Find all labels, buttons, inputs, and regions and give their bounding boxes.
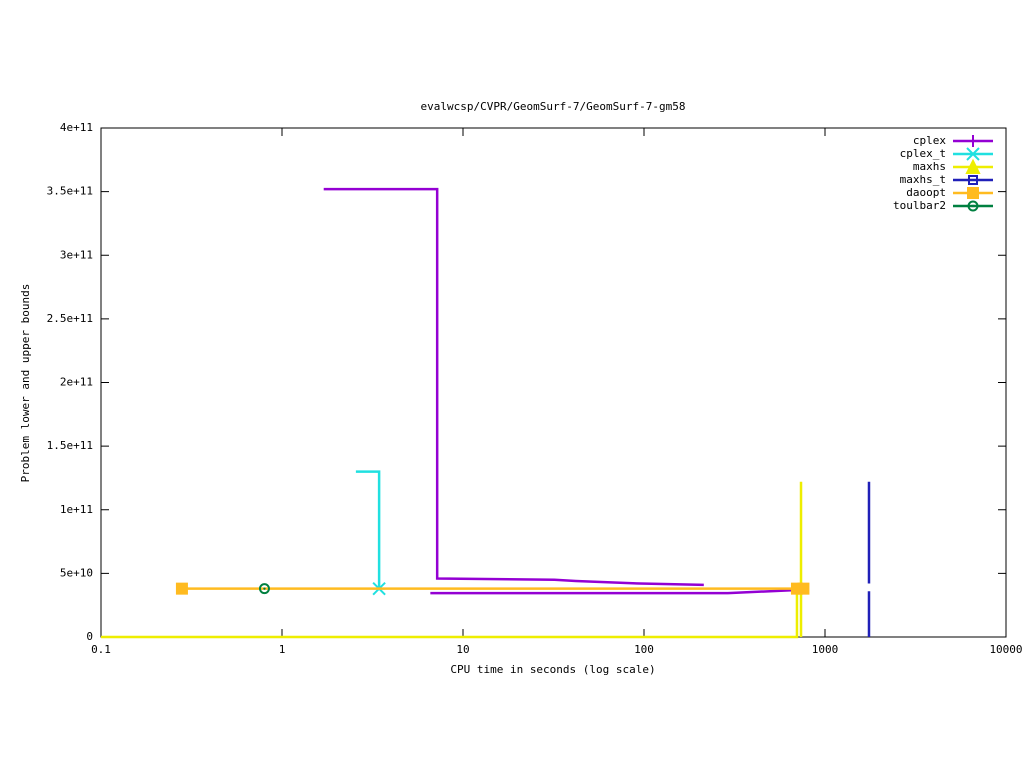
marker: [966, 147, 980, 161]
y-tick-label: 3.5e+11: [47, 185, 93, 198]
y-tick-label: 4e+11: [60, 121, 93, 134]
y-tick-label: 2e+11: [60, 376, 93, 389]
marker: [258, 583, 270, 595]
marker: [797, 582, 810, 595]
x-tick-label: 100: [634, 643, 654, 656]
series-line: [323, 187, 800, 595]
y-axis-label: Problem lower and upper bounds: [19, 284, 32, 483]
marker: [965, 158, 981, 174]
legend-label: maxhs_t: [900, 173, 946, 186]
y-tick-label: 5e+10: [60, 566, 93, 579]
series-line: [101, 481, 803, 639]
y-tick-label: 1e+11: [60, 503, 93, 516]
y-tick-label: 2.5e+11: [47, 312, 93, 325]
marker: [967, 187, 979, 199]
y-tick-label: 1.5e+11: [47, 439, 93, 452]
legend-label: daoopt: [906, 186, 946, 199]
series-line: [355, 470, 381, 589]
x-tick-label: 10: [456, 643, 469, 656]
x-axis-label: CPU time in seconds (log scale): [450, 663, 655, 676]
x-tick-label: 1000: [812, 643, 839, 656]
legend-label: cplex_t: [900, 147, 946, 160]
x-tick-label: 0.1: [91, 643, 111, 656]
legend-label: cplex: [913, 134, 946, 147]
marker-dot: [263, 587, 266, 590]
y-tick-label: 0: [86, 630, 93, 643]
marker-dot: [971, 204, 975, 208]
x-tick-label: 10000: [989, 643, 1022, 656]
legend-label: toulbar2: [893, 199, 946, 212]
marker: [968, 175, 978, 185]
x-tick-label: 1: [279, 643, 286, 656]
y-tick-label: 3e+11: [60, 248, 93, 261]
marker: [175, 582, 188, 595]
marker: [967, 200, 979, 212]
legend-label: maxhs: [913, 160, 946, 173]
chart-title: evalwcsp/CVPR/GeomSurf-7/GeomSurf-7-gm58: [421, 100, 686, 113]
marker: [967, 135, 979, 147]
